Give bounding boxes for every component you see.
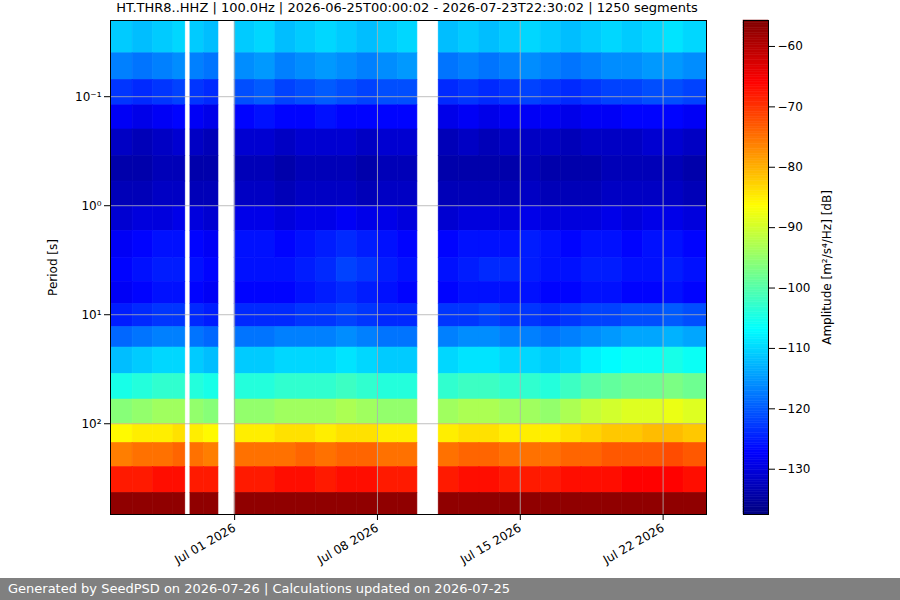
svg-text:10¹: 10¹	[81, 308, 101, 322]
svg-text:Period [s]: Period [s]	[46, 239, 60, 296]
svg-text:−120: −120	[778, 402, 811, 416]
svg-text:Jul 01 2026: Jul 01 2026	[171, 521, 238, 568]
svg-text:−80: −80	[778, 160, 803, 174]
svg-text:−110: −110	[778, 341, 811, 355]
svg-text:10²: 10²	[81, 417, 101, 431]
svg-text:−70: −70	[778, 100, 803, 114]
svg-text:Amplitude [m²/s⁴/Hz] [dB]: Amplitude [m²/s⁴/Hz] [dB]	[820, 190, 834, 345]
html-text:HT.THR8..HHZ | 100.0Hz | 2026-: HT.THR8..HHZ | 100.0Hz | 2026-06-25T00:0…	[116, 0, 698, 15]
svg-text:Jul 22 2026: Jul 22 2026	[600, 521, 667, 568]
svg-text:10⁻¹: 10⁻¹	[75, 90, 102, 104]
svg-text:10⁰: 10⁰	[81, 199, 101, 213]
html-text:Generated by SeedPSD on 2026-0: Generated by SeedPSD on 2026-07-26 | Cal…	[8, 581, 510, 596]
svg-text:Jul 08 2026: Jul 08 2026	[314, 521, 381, 568]
svg-text:−100: −100	[778, 281, 811, 295]
svg-text:−90: −90	[778, 220, 803, 234]
svg-text:−60: −60	[778, 39, 803, 53]
svg-text:−130: −130	[778, 462, 811, 476]
svg-text:Jul 15 2026: Jul 15 2026	[457, 521, 524, 568]
